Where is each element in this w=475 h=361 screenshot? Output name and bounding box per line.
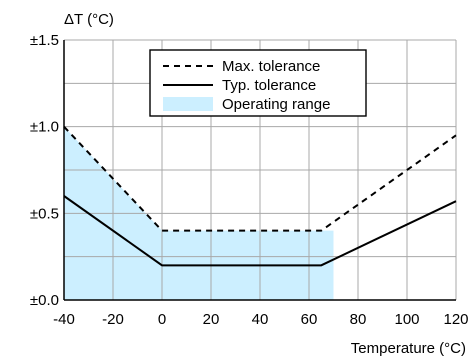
series-line-typ-tolerance <box>63 195 457 267</box>
x-tick-label: -40 <box>53 311 75 328</box>
series-layer <box>63 125 457 267</box>
y-tick-label: ±0.5 <box>30 205 59 222</box>
x-tick-label: 40 <box>252 311 269 328</box>
tick-labels: -40 -20 0 20 40 60 80 100 120 ±0.0 ±0.5 ±1.0 ±1.5 <box>30 32 469 328</box>
x-tick-label: 120 <box>443 311 468 328</box>
x-tick-label: -20 <box>102 311 124 328</box>
x-tick-label: 60 <box>301 311 318 328</box>
legend-label-max-tolerance: Max. tolerance <box>222 58 320 75</box>
axes <box>63 40 456 301</box>
x-tick-label: 100 <box>394 311 419 328</box>
y-axis-label: ΔT (°C) <box>64 11 114 28</box>
x-tick-label: 0 <box>158 311 166 328</box>
legend-label-operating-range: Operating range <box>222 96 330 113</box>
legend-label-typ-tolerance: Typ. tolerance <box>222 77 316 94</box>
series-line-max-tolerance <box>63 125 457 232</box>
y-tick-label: ±0.0 <box>30 292 59 309</box>
legend: Max. tolerance Typ. tolerance Operating … <box>149 49 367 117</box>
x-axis-label: Temperature (°C) <box>351 340 466 357</box>
legend-swatch-operating-range <box>163 97 213 111</box>
x-tick-label: 20 <box>203 311 220 328</box>
y-tick-label: ±1.5 <box>30 32 59 49</box>
x-tick-label: 80 <box>350 311 367 328</box>
legend-box <box>149 49 367 117</box>
y-tick-label: ±1.0 <box>30 119 59 136</box>
